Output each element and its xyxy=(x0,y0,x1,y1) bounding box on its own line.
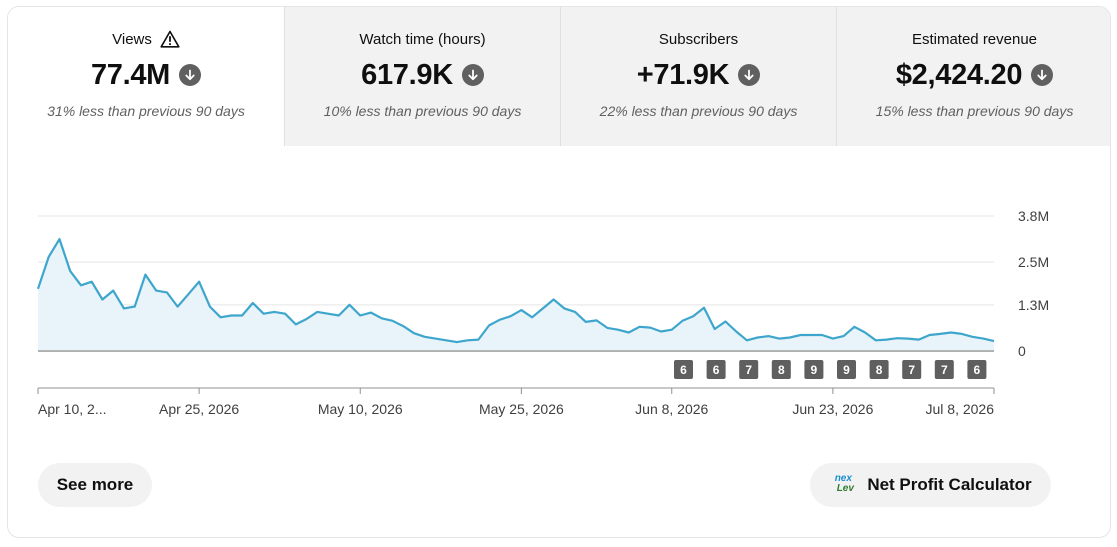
upload-marker xyxy=(706,360,726,379)
x-tick-label: Jun 8, 2026 xyxy=(635,401,708,417)
metric-change: 15% less than previous 90 days xyxy=(875,103,1074,119)
upload-marker xyxy=(934,360,954,379)
upload-marker-label: 7 xyxy=(941,363,948,377)
arrow-down-circle-icon xyxy=(738,64,761,86)
net-profit-calculator-button[interactable]: nex Lev Net Profit Calculator xyxy=(810,463,1051,507)
warning-icon xyxy=(160,30,180,48)
upload-marker xyxy=(804,360,824,379)
x-tick-label: Apr 25, 2026 xyxy=(159,401,239,417)
metric-value: 617.9K xyxy=(361,58,453,91)
upload-marker-label: 7 xyxy=(745,363,752,377)
metric-tabs: Views 77.4M 31% less than previous 90 da… xyxy=(8,7,1110,146)
metric-label: Estimated revenue xyxy=(911,30,1038,48)
upload-marker xyxy=(869,360,889,379)
metric-label: Watch time (hours) xyxy=(359,30,486,48)
upload-marker-label: 6 xyxy=(680,363,687,377)
chart-svg: 3.8M 2.5M 1.3M 0 6 6 7 8 9 9 8 7 7 6 Apr 10, 2... Apr 2… xyxy=(36,208,1049,417)
x-tick-label: May 10, 2026 xyxy=(318,401,403,417)
see-more-button[interactable]: See more xyxy=(38,463,152,507)
arrow-down-circle-icon xyxy=(179,64,202,86)
calculator-label: Net Profit Calculator xyxy=(867,475,1032,494)
series-line xyxy=(36,238,995,344)
upload-marker-label: 9 xyxy=(811,363,818,377)
arrow-down-circle-icon xyxy=(1031,64,1054,86)
metric-value: 77.4M xyxy=(90,58,171,91)
upload-marker-label: 7 xyxy=(908,363,915,377)
x-tick-label: Jun 23, 2026 xyxy=(792,401,873,417)
views-chart[interactable]: 3.8M 2.5M 1.3M 0 6 6 7 8 9 9 8 7 7 6 Apr 10, 2... Apr 2… xyxy=(8,146,1110,436)
metric-label: Views xyxy=(112,30,152,48)
upload-marker-label: 8 xyxy=(778,363,785,377)
y-tick-label: 0 xyxy=(1018,343,1026,359)
upload-marker xyxy=(674,360,693,379)
upload-marker xyxy=(837,360,856,379)
tab-views[interactable]: Views 77.4M 31% less than previous 90 da… xyxy=(8,7,284,146)
y-tick-label: 1.3M xyxy=(1018,297,1049,313)
y-tick-label: 2.5M xyxy=(1018,254,1049,270)
metric-change: 22% less than previous 90 days xyxy=(599,103,798,119)
metric-change: 10% less than previous 90 days xyxy=(323,103,522,119)
arrow-down-circle-icon xyxy=(461,64,484,86)
upload-marker xyxy=(902,360,922,379)
upload-marker xyxy=(967,360,987,379)
metric-value: +71.9K xyxy=(636,58,730,91)
upload-marker xyxy=(739,360,759,379)
upload-marker-label: 9 xyxy=(843,363,850,377)
analytics-card: Views 77.4M 31% less than previous 90 da… xyxy=(7,6,1111,538)
upload-marker-label: 6 xyxy=(974,363,981,377)
tab-subscribers[interactable]: Subscribers +71.9K 22% less than previou… xyxy=(560,7,836,146)
nexlev-logo-icon: nex Lev xyxy=(834,473,854,494)
x-tick-label: May 25, 2026 xyxy=(479,401,564,417)
tab-watch-time[interactable]: Watch time (hours) 617.9K 10% less than … xyxy=(284,7,560,146)
upload-marker-label: 6 xyxy=(713,363,720,377)
metric-value: $2,424.20 xyxy=(895,58,1023,91)
x-tick-label: Apr 10, 2... xyxy=(38,401,106,417)
y-tick-label: 3.8M xyxy=(1018,208,1049,224)
metric-label: Subscribers xyxy=(658,30,739,48)
tab-estimated-revenue[interactable]: Estimated revenue $2,424.20 15% less tha… xyxy=(836,7,1110,146)
upload-marker-label: 8 xyxy=(876,363,883,377)
metric-change: 31% less than previous 90 days xyxy=(47,103,245,119)
upload-marker xyxy=(771,360,791,379)
x-tick-label: Jul 8, 2026 xyxy=(926,401,995,417)
series-area xyxy=(38,239,994,351)
